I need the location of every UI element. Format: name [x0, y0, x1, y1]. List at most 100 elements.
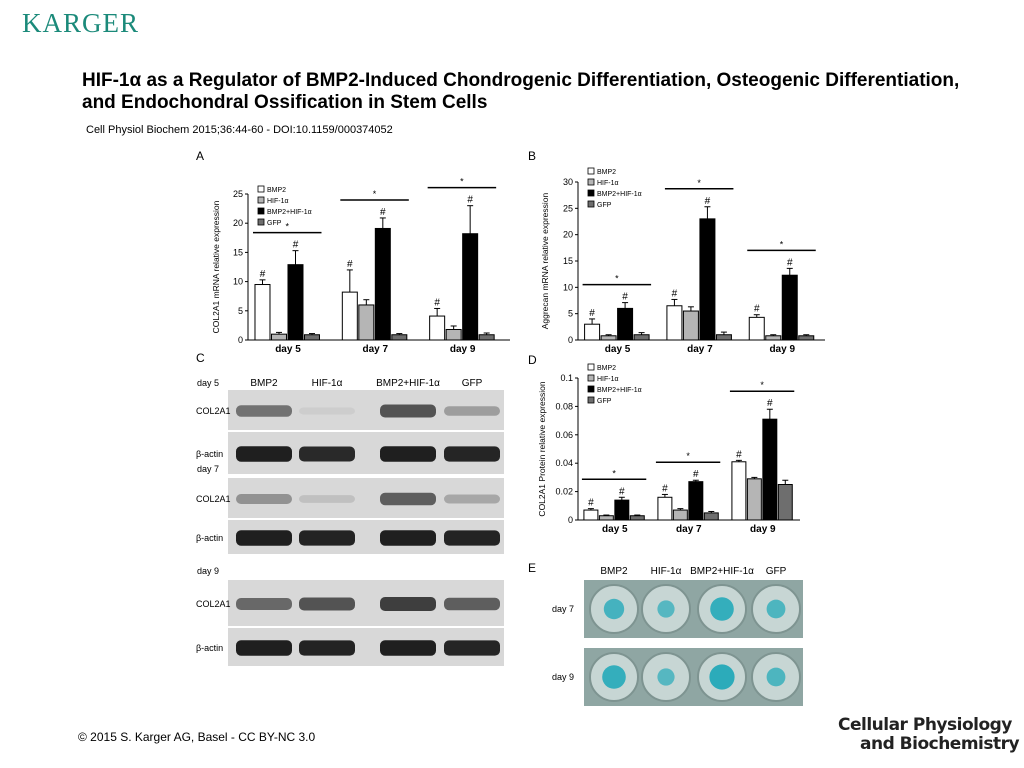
blot-band	[444, 640, 500, 656]
blot-band	[444, 597, 500, 611]
bar-gfp-day-5	[629, 515, 645, 521]
bar-hif-1--day-9	[445, 328, 462, 341]
bar-hif-1--day-5	[598, 515, 614, 521]
bar-hif-1--day-9	[765, 335, 782, 341]
bar-gfp-day-5	[633, 334, 650, 341]
stained-nodule	[709, 664, 735, 690]
significance-hash: #	[672, 288, 678, 299]
y-tick-label: 0.1	[560, 373, 573, 383]
stained-nodule	[603, 598, 625, 620]
blot-row-label: β-actin	[196, 449, 223, 459]
significance-hash: #	[622, 292, 628, 303]
blot-band	[380, 640, 436, 656]
significance-star: *	[780, 239, 784, 249]
staining-panel-e: E BMP2 HIF-1α BMP2+HIF-1α GFP day 7 day 9	[528, 561, 803, 706]
legend-swatch	[587, 363, 595, 371]
significance-hash: #	[347, 259, 353, 270]
legend-label: BMP2+HIF-1α	[597, 191, 642, 198]
legend-swatch	[257, 207, 265, 215]
blot-band	[299, 446, 355, 462]
x-tick-label: day 7	[676, 524, 702, 535]
copyright-notice: © 2015 S. Karger AG, Basel - CC BY-NC 3.…	[78, 730, 316, 744]
citation: Cell Physiol Biochem 2015;36:44-60 - DOI…	[86, 124, 393, 136]
blot-band	[444, 406, 500, 416]
blot-band	[236, 530, 292, 546]
significance-hash: #	[260, 269, 266, 280]
y-tick-label: 0.08	[555, 401, 573, 411]
bar-gfp-day-7	[703, 512, 719, 521]
panel-label-a: A	[196, 149, 204, 163]
legend-label: BMP2	[267, 187, 286, 194]
significance-hash: #	[754, 304, 760, 315]
stained-nodule	[766, 667, 786, 687]
significance-hash: #	[293, 240, 299, 251]
chart-panel-d: D 0 0.02 0.04 0.06 0.08 0.1 COL2A1 Protein rela…	[528, 353, 800, 535]
blot-band	[444, 494, 500, 504]
significance-hash: #	[787, 257, 793, 268]
y-tick-label: 10	[563, 282, 573, 292]
blot-band	[299, 640, 355, 656]
bar-bmp2-hif-1--day-7	[374, 227, 391, 341]
bar-bmp2-day-5	[583, 509, 599, 521]
y-tick-label: 0.02	[555, 487, 573, 497]
well-column-header: GFP	[766, 566, 787, 577]
bar-hif-1--day-7	[358, 304, 375, 341]
legend-label: HIF-1α	[267, 198, 289, 205]
blot-band	[299, 407, 355, 415]
legend-swatch	[587, 189, 595, 197]
chart-panel-b: B 0 5 10 15 20 25 30 Aggrecan mRNA relative expr…	[528, 149, 825, 355]
bar-bmp2-day-9	[731, 461, 747, 521]
stained-nodule	[602, 665, 626, 689]
bar-bmp2-day-9	[429, 315, 446, 341]
bar-hif-1--day-7	[672, 509, 688, 521]
bar-bmp2-hif-1--day-9	[462, 233, 479, 341]
chart-panel-a: A 0 5 10 15 20 25 COL2A1 mRNA relative expressi…	[196, 149, 510, 355]
blot-band	[236, 405, 292, 417]
bar-bmp2-hif-1--day-5	[287, 264, 304, 341]
bar-bmp2-day-7	[657, 496, 673, 521]
bar-gfp-day-7	[391, 334, 408, 341]
bar-bmp2-hif-1--day-9	[762, 418, 778, 521]
significance-star: *	[612, 468, 616, 478]
bar-hif-1--day-5	[270, 333, 287, 341]
panel-label-d: D	[528, 353, 537, 367]
legend-label: GFP	[597, 202, 612, 209]
x-tick-label: day 5	[602, 524, 628, 535]
x-tick-label: day 7	[687, 344, 713, 355]
significance-star: *	[686, 451, 690, 461]
significance-star: *	[285, 222, 289, 232]
legend-swatch	[587, 200, 595, 208]
significance-star: *	[697, 178, 701, 188]
legend-swatch	[587, 178, 595, 186]
y-tick-label: 0	[238, 335, 243, 345]
blot-column-header: GFP	[462, 378, 483, 389]
blot-day-label: day 9	[197, 566, 219, 576]
y-tick-label: 25	[233, 189, 243, 199]
panel-label-e: E	[528, 561, 536, 575]
legend-label: HIF-1α	[597, 376, 619, 383]
stained-nodule	[766, 599, 786, 619]
blot-row-label: COL2A1	[196, 494, 231, 504]
bar-bmp2-day-7	[666, 305, 683, 341]
legend-label: HIF-1α	[597, 180, 619, 187]
stained-nodule	[657, 668, 675, 686]
significance-hash: #	[767, 398, 773, 409]
well-column-header: HIF-1α	[651, 566, 682, 577]
well-row-label: day 9	[552, 672, 574, 682]
blot-row-label: β-actin	[196, 643, 223, 653]
y-tick-label: 20	[563, 230, 573, 240]
journal-logo: Cellular Physiology and Biochemistry	[838, 716, 1020, 754]
x-tick-label: day 5	[275, 344, 301, 355]
significance-hash: #	[434, 297, 440, 308]
bar-gfp-day-5	[303, 334, 320, 341]
significance-hash: #	[705, 196, 711, 207]
significance-hash: #	[736, 449, 742, 460]
stained-nodule	[710, 597, 734, 621]
blot-band	[236, 494, 292, 504]
y-axis-label: COL2A1 mRNA relative expression	[211, 200, 221, 333]
blot-band	[299, 597, 355, 611]
y-tick-label: 0.04	[555, 458, 573, 468]
blot-band	[380, 530, 436, 546]
